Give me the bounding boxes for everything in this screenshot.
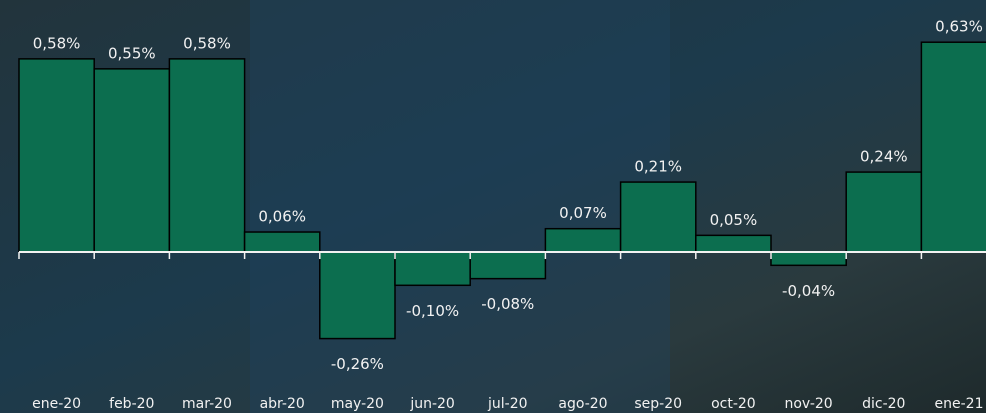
bar <box>320 252 395 339</box>
data-label: 0,05% <box>710 211 758 229</box>
x-tick-label: ene-21 <box>935 396 984 412</box>
data-label: -0,10% <box>406 302 459 320</box>
x-tick-label: jun-20 <box>409 396 455 412</box>
data-label: -0,04% <box>782 282 835 300</box>
x-tick-label: oct-20 <box>711 396 756 412</box>
data-label: 0,63% <box>935 18 983 36</box>
data-label: 0,07% <box>559 204 607 222</box>
x-tick-label: nov-20 <box>784 396 832 412</box>
x-tick-label: may-20 <box>331 396 384 412</box>
data-label: 0,58% <box>33 34 81 52</box>
data-label: 0,55% <box>108 44 156 62</box>
bar <box>545 229 620 252</box>
background-shape <box>250 0 670 413</box>
bar <box>621 182 696 252</box>
data-label: 0,58% <box>183 34 231 52</box>
data-label: -0,26% <box>331 355 384 373</box>
bar <box>94 69 169 252</box>
x-tick-label: jul-20 <box>487 396 528 412</box>
bar <box>19 59 94 252</box>
x-tick-label: mar-20 <box>182 396 232 412</box>
x-tick-label: ago-20 <box>558 396 607 412</box>
data-label: 0,06% <box>258 208 306 226</box>
x-tick-label: ene-20 <box>32 396 81 412</box>
x-tick-label: abr-20 <box>260 396 305 412</box>
bar <box>395 252 470 285</box>
bar <box>921 42 986 252</box>
data-label: 0,21% <box>634 158 682 176</box>
bar <box>169 59 244 252</box>
x-tick-label: feb-20 <box>109 396 154 412</box>
bar <box>470 252 545 279</box>
x-tick-label: sep-20 <box>634 396 682 412</box>
bar <box>696 235 771 252</box>
data-label: 0,24% <box>860 148 908 166</box>
bar <box>846 172 921 252</box>
data-label: -0,08% <box>481 295 534 313</box>
bar <box>771 252 846 265</box>
bar <box>245 232 320 252</box>
chart: 0,58% ene-20 0,55% feb-20 0,58% mar-20 0,06% ab… <box>0 0 986 413</box>
x-tick-label: dic-20 <box>862 396 905 412</box>
